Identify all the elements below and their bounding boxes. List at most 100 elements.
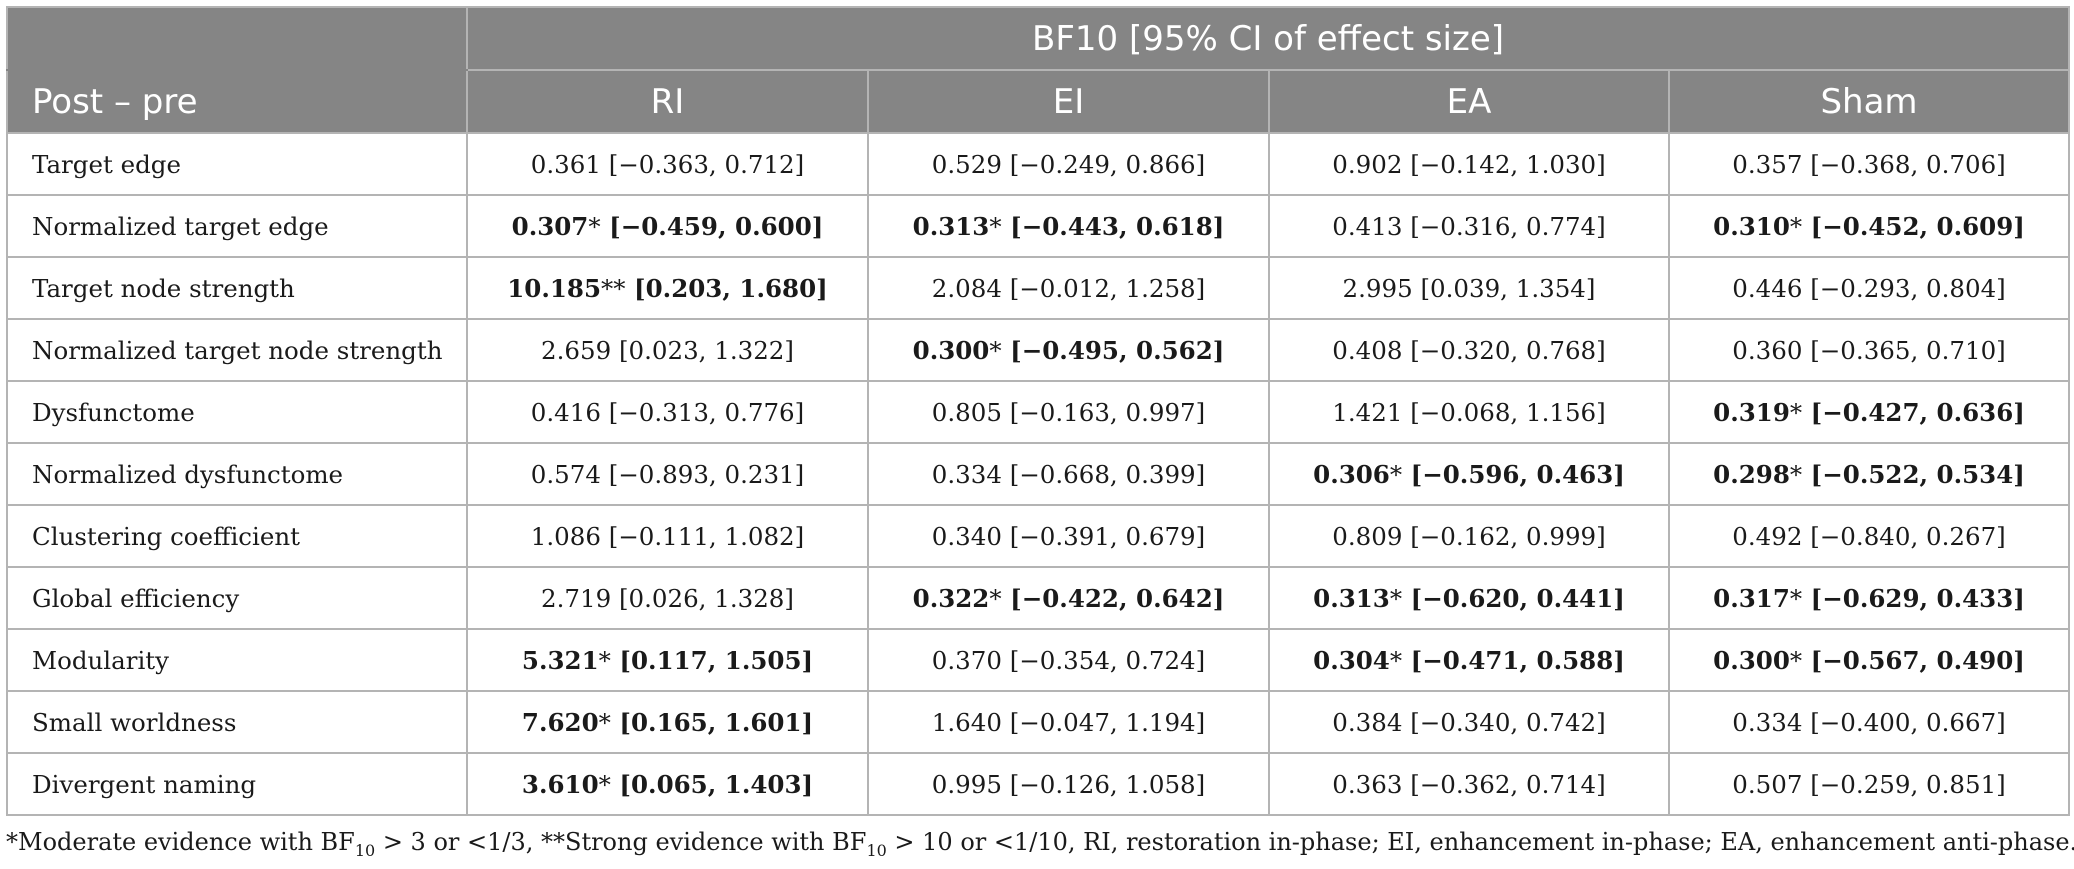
bf-value: 0.805 (931, 397, 1002, 427)
significance-stars: * (1789, 211, 1803, 241)
group-header-row: BF10 [95% CI of effect size] (6, 6, 2071, 71)
bf-value: 0.995 (931, 769, 1002, 799)
confidence-interval: [−0.471, 0.588] (1402, 645, 1625, 675)
table-row: Global efficiency 2.719 [0.026, 1.328] 0.3… (6, 566, 2071, 630)
bf-value: 5.321 (521, 645, 599, 675)
bf-value: 1.421 (1332, 397, 1403, 427)
significance-stars: * (1389, 583, 1403, 613)
confidence-interval: [−0.629, 0.433] (1802, 583, 2025, 613)
bf-value: 0.529 (931, 149, 1002, 179)
bf-value: 0.298 (1713, 459, 1790, 489)
bf-value: 0.507 (1732, 769, 1803, 799)
significance-stars: * (1789, 583, 1803, 613)
footnote-part3: > 10 or <1/10, RI, restoration in-phase;… (886, 828, 2074, 856)
bf-value: 0.307 (511, 211, 589, 241)
cell-ei: 0.529 [−0.249, 0.866] (867, 132, 1270, 196)
confidence-interval: [−0.142, 1.030] (1402, 149, 1606, 179)
row-header-label: Post – pre (6, 69, 468, 134)
confidence-interval: [−0.422, 0.642] (1001, 583, 1225, 613)
significance-stars: * (989, 583, 1002, 613)
column-header-ea: EA (1268, 69, 1670, 134)
bf-value: 0.313 (1313, 583, 1390, 613)
significance-stars: ** (601, 273, 626, 303)
confidence-interval: [0.026, 1.328] (611, 583, 794, 613)
significance-stars: * (1389, 459, 1403, 489)
significance-stars: * (598, 645, 611, 675)
cell-ei: 1.640 [−0.047, 1.194] (867, 690, 1270, 754)
cell-ei: 0.995 [−0.126, 1.058] (867, 752, 1270, 816)
cell-ea: 2.995 [0.039, 1.354] (1268, 256, 1670, 320)
cell-ri: 3.610* [0.065, 1.403] (466, 752, 869, 816)
confidence-interval: [0.065, 1.403] (610, 769, 814, 799)
confidence-interval: [−0.567, 0.490] (1802, 645, 2025, 675)
table-row: Dysfunctome 0.416 [−0.313, 0.776] 0.805 [−… (6, 380, 2071, 444)
bayes-factor-table: BF10 [95% CI of effect size] Post – pre … (6, 6, 2071, 816)
bf-value: 0.304 (1313, 645, 1390, 675)
confidence-interval: [0.039, 1.354] (1412, 273, 1596, 303)
confidence-interval: [−0.363, 0.712] (600, 149, 805, 179)
cell-ea: 0.413 [−0.316, 0.774] (1268, 194, 1670, 258)
bf-value: 0.370 (931, 645, 1002, 675)
cell-ea: 0.902 [−0.142, 1.030] (1268, 132, 1670, 196)
cell-sham: 0.310* [−0.452, 0.609] (1667, 194, 2071, 258)
bf-value: 0.340 (931, 521, 1002, 551)
cell-sham: 0.319* [−0.427, 0.636] (1667, 380, 2071, 444)
table-row: Small worldness 7.620* [0.165, 1.601] 1.64… (6, 690, 2071, 754)
cell-sham: 0.334 [−0.400, 0.667] (1667, 690, 2071, 754)
significance-stars: * (1389, 645, 1403, 675)
cell-ri: 0.416 [−0.313, 0.776] (466, 380, 869, 444)
significance-stars: * (598, 707, 611, 737)
confidence-interval: [−0.427, 0.636] (1802, 397, 2025, 427)
bf-value: 3.610 (521, 769, 599, 799)
bf-value: 0.310 (1713, 211, 1790, 241)
cell-ri: 0.361 [−0.363, 0.712] (466, 132, 869, 196)
row-label: Divergent naming (6, 752, 468, 816)
confidence-interval: [−0.522, 0.534] (1802, 459, 2025, 489)
confidence-interval: [−0.365, 0.710] (1802, 335, 2006, 365)
cell-ea: 0.306* [−0.596, 0.463] (1268, 442, 1670, 506)
confidence-interval: [−0.012, 1.258] (1001, 273, 1206, 303)
confidence-interval: [−0.316, 0.774] (1402, 211, 1606, 241)
cell-ei: 0.340 [−0.391, 0.679] (867, 504, 1270, 568)
cell-ea: 0.809 [−0.162, 0.999] (1268, 504, 1670, 568)
footnote-sub2: 10 (866, 840, 887, 860)
cell-ri: 2.659 [0.023, 1.322] (466, 318, 869, 382)
bf-value: 0.492 (1732, 521, 1803, 551)
bf-value: 0.361 (530, 149, 601, 179)
significance-stars: * (1789, 459, 1803, 489)
row-label: Dysfunctome (6, 380, 468, 444)
confidence-interval: [−0.293, 0.804] (1802, 273, 2006, 303)
cell-ea: 0.384 [−0.340, 0.742] (1268, 690, 1670, 754)
confidence-interval: [−0.354, 0.724] (1001, 645, 1206, 675)
significance-stars: * (989, 335, 1002, 365)
confidence-interval: [−0.362, 0.714] (1402, 769, 1606, 799)
bf-value: 0.413 (1332, 211, 1403, 241)
confidence-interval: [−0.249, 0.866] (1001, 149, 1206, 179)
row-label: Target edge (6, 132, 468, 196)
bf-value: 0.313 (912, 211, 990, 241)
cell-ei: 0.313* [−0.443, 0.618] (867, 194, 1270, 258)
bf-value: 2.719 (541, 583, 612, 613)
row-label: Clustering coefficient (6, 504, 468, 568)
cell-ea: 0.363 [−0.362, 0.714] (1268, 752, 1670, 816)
bf-value: 7.620 (521, 707, 599, 737)
confidence-interval: [−0.068, 1.156] (1402, 397, 1606, 427)
group-header-title: BF10 [95% CI of effect size] (465, 6, 2071, 71)
column-header-ei: EI (867, 69, 1270, 134)
confidence-interval: [−0.047, 1.194] (1001, 707, 1206, 737)
bf-value: 10.185 (507, 273, 602, 303)
table-row: Target node strength 10.185** [0.203, 1.6… (6, 256, 2071, 320)
cell-ei: 0.334 [−0.668, 0.399] (867, 442, 1270, 506)
footnote-sub1: 10 (354, 840, 376, 860)
confidence-interval: [−0.368, 0.706] (1802, 149, 2006, 179)
cell-sham: 0.492 [−0.840, 0.267] (1667, 504, 2071, 568)
bf-value: 0.317 (1713, 583, 1790, 613)
cell-ei: 0.370 [−0.354, 0.724] (867, 628, 1270, 692)
bf-value: 2.659 (541, 335, 612, 365)
bf-value: 0.322 (912, 583, 990, 613)
cell-ei: 2.084 [−0.012, 1.258] (867, 256, 1270, 320)
results-table-container: BF10 [95% CI of effect size] Post – pre … (6, 6, 2071, 816)
bf-value: 0.300 (912, 335, 990, 365)
confidence-interval: [−0.620, 0.441] (1402, 583, 1625, 613)
bf-value: 0.306 (1313, 459, 1390, 489)
